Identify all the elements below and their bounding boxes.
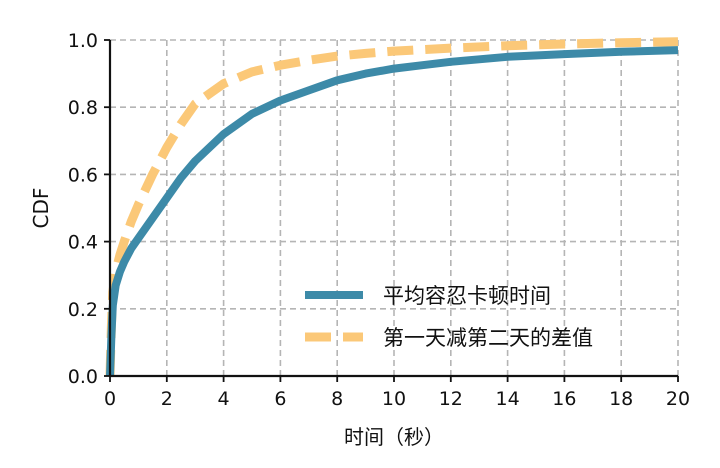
tick-labels: 0 2 4 6 8 10 12 14 16 18 20 0.0 0.2 0.4 0.6 0.8 1.0 bbox=[68, 30, 690, 410]
series-line-1 bbox=[106, 46, 679, 377]
x-tick-label-4: 8 bbox=[331, 388, 343, 410]
x-axis-title: 时间（秒） bbox=[344, 425, 444, 449]
x-tick-label-0: 0 bbox=[104, 388, 116, 410]
x-tick-label-6: 12 bbox=[439, 388, 463, 410]
series-layer bbox=[105, 37, 679, 377]
x-tick-label-8: 16 bbox=[552, 388, 576, 410]
x-tick-label-10: 20 bbox=[666, 388, 690, 410]
legend: 平均容忍卡顿时间 第一天减第二天的差值 bbox=[305, 284, 593, 350]
y-tick-label-3: 0.6 bbox=[68, 164, 98, 186]
x-tick-label-9: 18 bbox=[609, 388, 633, 410]
x-tick-label-7: 14 bbox=[496, 388, 520, 410]
y-tick-label-0: 0.0 bbox=[68, 366, 98, 388]
series-line-2 bbox=[105, 37, 679, 377]
x-tick-label-2: 4 bbox=[218, 388, 230, 410]
legend-label-series-1: 平均容忍卡顿时间 bbox=[383, 284, 551, 308]
y-tick-label-4: 0.8 bbox=[68, 97, 98, 119]
grid bbox=[109, 39, 679, 377]
y-tick-label-1: 0.2 bbox=[68, 299, 98, 321]
y-tick-label-5: 1.0 bbox=[68, 30, 98, 52]
legend-label-series-2: 第一天减第二天的差值 bbox=[383, 326, 593, 350]
x-tick-label-3: 6 bbox=[274, 388, 286, 410]
x-tick-label-1: 2 bbox=[161, 388, 173, 410]
x-tick-label-5: 10 bbox=[382, 388, 406, 410]
y-tick-label-2: 0.4 bbox=[68, 232, 98, 254]
y-axis-title: CDF bbox=[29, 188, 53, 229]
